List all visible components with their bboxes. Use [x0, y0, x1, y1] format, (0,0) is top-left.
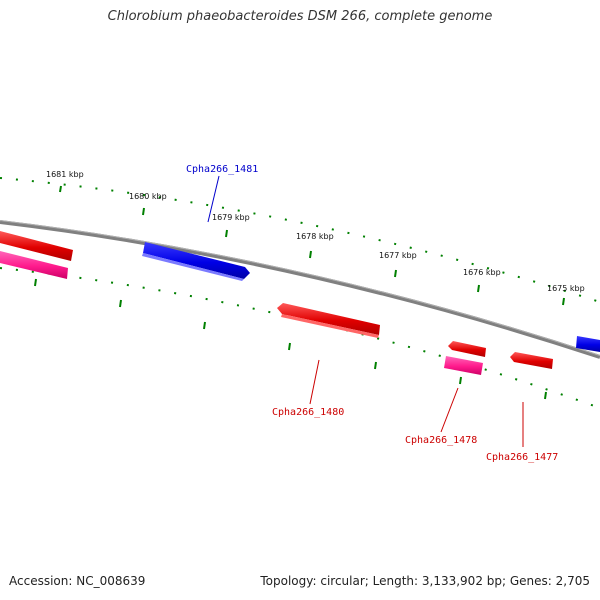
gene-left-partial-pink[interactable]	[0, 251, 68, 279]
gene-forward-partial[interactable]	[576, 336, 600, 352]
major-tick	[544, 391, 547, 400]
inner-scale-ring	[0, 267, 600, 409]
major-tick	[288, 342, 291, 351]
callout-line-1481	[207, 175, 220, 223]
gene-cpha266-1481[interactable]	[142, 242, 250, 281]
major-tick	[477, 284, 480, 293]
major-tick	[309, 250, 312, 259]
kbp-label: 1681 kbp	[46, 170, 84, 179]
callout-line-1478	[440, 387, 459, 433]
gene-left-partial-red[interactable]	[0, 231, 73, 261]
major-tick	[225, 229, 228, 238]
outer-major-ticks	[59, 185, 565, 306]
genome-backbone	[0, 220, 600, 359]
genome-summary: Topology: circular; Length: 3,133,902 bp…	[260, 574, 590, 588]
kbp-label: 1676 kbp	[463, 268, 501, 277]
callout-line-1480	[309, 359, 320, 405]
major-tick	[394, 269, 397, 278]
kbp-label: 1679 kbp	[212, 213, 250, 222]
map-title: Chlorobium phaeobacteroides DSM 266, com…	[107, 9, 493, 24]
gene-label-cpha266-1478[interactable]: Cpha266_1478	[405, 435, 477, 446]
major-tick	[59, 185, 62, 193]
gene-cpha266-1479[interactable]	[448, 341, 486, 357]
gene-cpha266-1480[interactable]	[277, 303, 380, 338]
kbp-label: 1677 kbp	[379, 251, 417, 260]
gene-cpha266-1478[interactable]	[444, 356, 483, 375]
gene-label-cpha266-1477[interactable]: Cpha266_1477	[486, 452, 558, 463]
major-tick	[203, 321, 206, 330]
gene-label-cpha266-1480[interactable]: Cpha266_1480	[272, 407, 344, 418]
kbp-label: 1680 kbp	[129, 192, 167, 201]
major-tick	[142, 207, 145, 216]
kbp-label: 1678 kbp	[296, 232, 334, 241]
major-tick	[562, 297, 565, 306]
inner-major-ticks	[34, 278, 547, 400]
kbp-label: 1675 kbp	[547, 284, 585, 293]
gene-cpha266-1477[interactable]	[510, 352, 553, 369]
major-tick	[119, 299, 122, 308]
gene-label-cpha266-1481[interactable]: Cpha266_1481	[186, 164, 258, 175]
major-tick	[459, 376, 462, 385]
major-tick	[34, 278, 37, 287]
major-tick	[374, 361, 377, 370]
accession-label: Accession: NC_008639	[9, 574, 146, 588]
